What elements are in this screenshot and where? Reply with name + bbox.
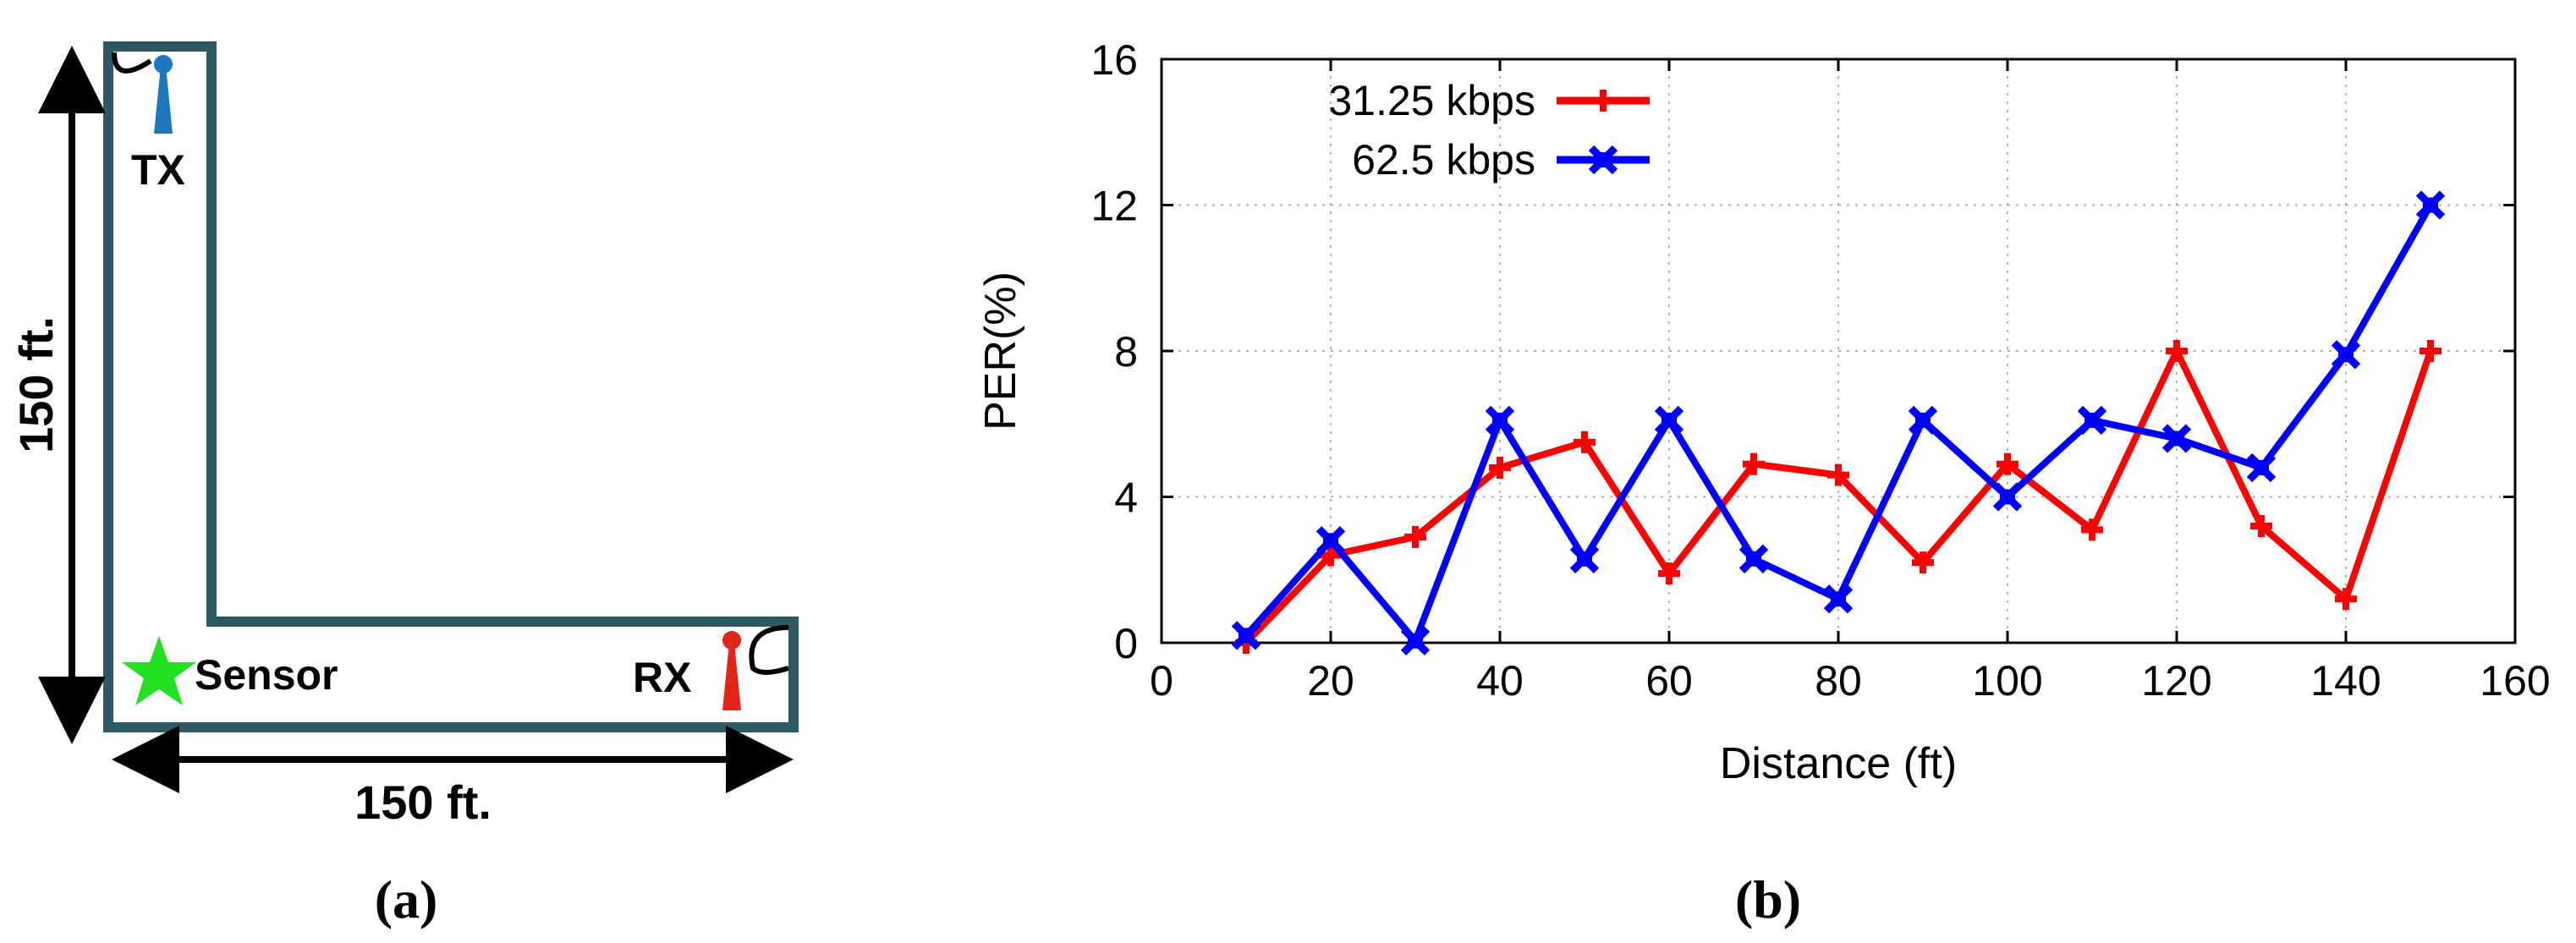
data-point-series-0 — [1827, 463, 1849, 486]
y-axis-ticks: 0 4 8 12 16 — [1090, 36, 2515, 667]
data-point-series-0 — [1997, 452, 2019, 475]
data-point-series-0 — [2166, 340, 2188, 362]
data-point-series-0 — [1574, 430, 1596, 453]
tx-antenna-icon — [154, 55, 173, 134]
data-point-series-0 — [2335, 588, 2357, 611]
data-point-series-1 — [1400, 626, 1431, 656]
data-point-series-0 — [1658, 562, 1680, 585]
data-point-series-1 — [2415, 190, 2446, 220]
data-point-series-1 — [2077, 405, 2107, 436]
data-point-series-0 — [1404, 525, 1426, 548]
x-tick-label: 160 — [2480, 657, 2550, 705]
tx-label: TX — [131, 146, 185, 194]
data-point-series-1 — [1485, 405, 1515, 436]
data-point-series-1 — [1569, 544, 1600, 573]
floor-plan-panel: 150 ft. 150 ft. TX RX Sensor (a) — [9, 41, 799, 929]
x-axis-ticks: 0 20 40 60 80 100 120 140 160 — [1150, 59, 2551, 705]
chart-series — [1231, 190, 2446, 656]
data-point-series-0 — [2419, 340, 2441, 362]
x-tick-label: 40 — [1476, 657, 1524, 705]
y-tick-label: 4 — [1114, 474, 1138, 522]
rx-label: RX — [633, 654, 691, 701]
x-axis-label: Distance (ft) — [1720, 739, 1957, 788]
per-chart-panel: 0 20 40 60 80 100 120 140 160 0 4 8 12 16 Distance (… — [976, 36, 2551, 929]
horizontal-dimension-label: 150 ft. — [354, 776, 492, 829]
data-point-series-0 — [2250, 515, 2272, 537]
x-tick-label: 60 — [1645, 657, 1693, 705]
x-tick-label: 80 — [1815, 657, 1862, 705]
vertical-dimension-label: 150 ft. — [9, 316, 63, 453]
data-point-series-0 — [1489, 457, 1511, 479]
x-tick-label: 0 — [1150, 657, 1173, 705]
rx-antenna-icon — [722, 631, 741, 710]
data-point-series-1 — [1315, 526, 1346, 556]
y-tick-label: 0 — [1114, 620, 1138, 667]
data-point-series-1 — [1908, 405, 1938, 436]
chart-legend: 31.25 kbps 62.5 kbps — [1328, 77, 1650, 184]
x-tick-label: 120 — [2141, 657, 2211, 705]
caption-b: (b) — [1735, 869, 1801, 929]
data-point-series-0 — [1743, 452, 1765, 475]
data-point-series-1 — [2246, 452, 2277, 483]
chart-grid — [1162, 59, 2515, 643]
y-tick-label: 16 — [1090, 36, 1138, 84]
data-point-series-1 — [1992, 482, 2023, 512]
legend-marker-series-0 — [1592, 90, 1614, 112]
data-point-series-0 — [1912, 551, 1934, 574]
data-point-series-1 — [1823, 584, 1854, 614]
caption-a: (a) — [375, 869, 438, 929]
legend-label-series-0: 31.25 kbps — [1328, 77, 1535, 124]
x-tick-label: 100 — [1972, 657, 2042, 705]
rx-door-arc — [749, 625, 789, 675]
data-point-series-1 — [2161, 424, 2192, 453]
corridor-outline — [103, 41, 799, 732]
legend-marker — [1588, 145, 1618, 175]
data-point-series-1 — [1738, 544, 1769, 573]
data-point-series-1 — [1231, 621, 1261, 650]
x-tick-label: 140 — [2310, 657, 2381, 705]
tx-door-arc — [112, 52, 152, 74]
sensor-star-icon — [122, 636, 196, 705]
data-point-series-0 — [2081, 518, 2103, 541]
y-tick-label: 12 — [1090, 183, 1138, 230]
x-tick-label: 20 — [1307, 657, 1354, 705]
sensor-label: Sensor — [195, 651, 338, 699]
legend-marker — [1592, 90, 1614, 112]
data-point-series-1 — [2331, 340, 2361, 370]
y-axis-label: PER(%) — [976, 271, 1025, 430]
data-point-series-1 — [1654, 405, 1684, 436]
legend-marker-series-1 — [1588, 145, 1618, 175]
legend-label-series-1: 62.5 kbps — [1352, 136, 1535, 184]
y-tick-label: 8 — [1114, 328, 1138, 376]
